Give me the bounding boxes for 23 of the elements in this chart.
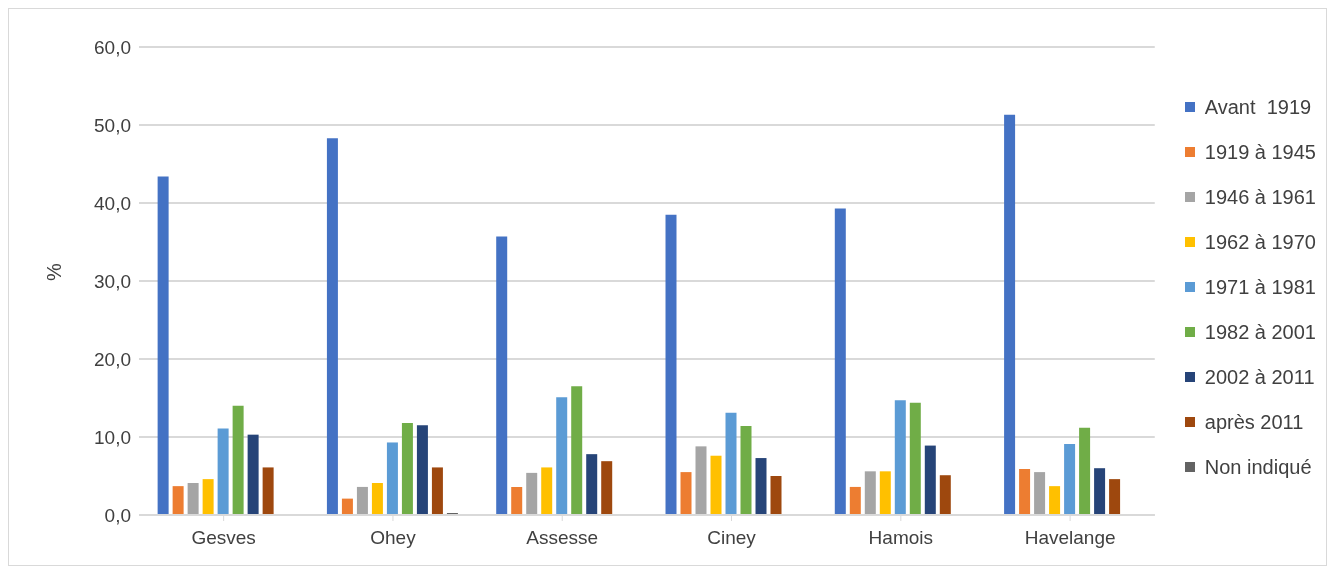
y-tick-label: 50,0 (94, 114, 131, 136)
y-tick-label: 0,0 (104, 504, 131, 526)
y-tick-label: 20,0 (94, 348, 131, 370)
y-tick-label: 10,0 (94, 426, 131, 448)
x-tick-label: Havelange (1024, 527, 1116, 549)
legend-label: 1962 à 1970 (1204, 230, 1316, 254)
legend-label: Avant 1919 (1204, 95, 1312, 119)
legend-label: après 2011 (1204, 410, 1304, 434)
x-tick-label: Ciney (707, 527, 757, 549)
legend-label: 1946 à 1961 (1204, 185, 1316, 209)
legend-label: 1971 à 1981 (1204, 275, 1316, 299)
y-axis-title: % (43, 263, 66, 281)
x-tick-label: Hamois (868, 527, 934, 549)
legend-label: 1919 à 1945 (1204, 140, 1316, 164)
legend-label: 2002 à 2011 (1204, 365, 1315, 389)
legend-label: Non indiqué (1204, 455, 1312, 479)
x-tick-label: Ohey (370, 527, 417, 549)
x-tick-label: Assesse (526, 527, 599, 549)
y-tick-label: 60,0 (94, 36, 131, 58)
y-tick-label: 30,0 (94, 270, 131, 292)
y-tick-label: 40,0 (94, 192, 131, 214)
x-tick-label: Gesves (191, 527, 256, 549)
legend-label: 1982 à 2001 (1204, 320, 1316, 344)
